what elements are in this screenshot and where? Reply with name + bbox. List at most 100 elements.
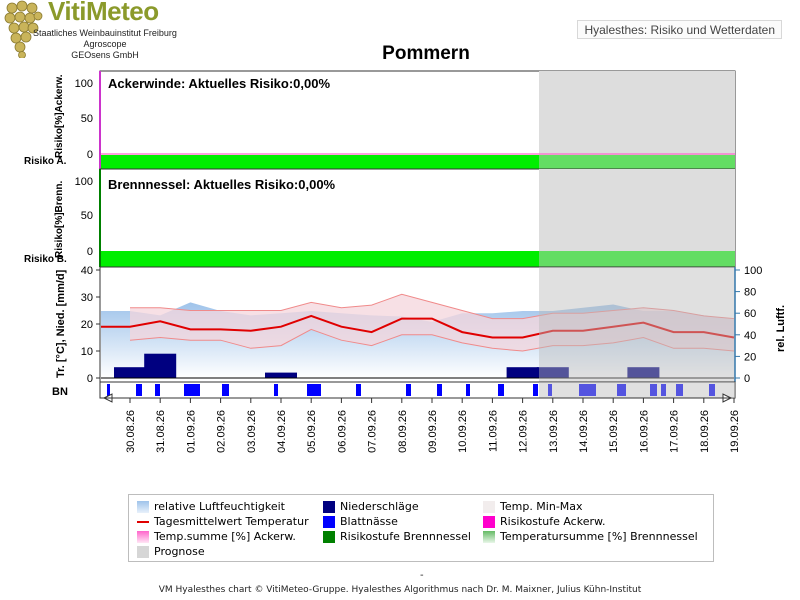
panel-ackerwinde-tick-100: 100: [75, 78, 93, 90]
x-tick-label: 09.09.26: [427, 410, 439, 453]
leafwet-bar: [709, 384, 715, 396]
x-tick-label: 19.09.26: [729, 410, 741, 453]
right-tick-label: 20: [744, 351, 756, 363]
leafwet-bar: [650, 384, 657, 396]
legend-swatch-risikostufe-ackerw: [483, 516, 495, 528]
x-tick-label: 05.09.26: [306, 410, 318, 453]
precip-bar: [627, 367, 660, 378]
x-tick-label: 15.09.26: [608, 410, 620, 453]
leafwet-bar: [533, 384, 538, 396]
panel-weather-prognose: [539, 267, 735, 382]
leafwet-bar: [676, 384, 683, 396]
leafwet-bar: [274, 384, 278, 396]
footer-text: VM Hyalesthes chart © VitiMeteo-Gruppe. …: [158, 585, 642, 595]
legend: relative Luftfeuchtigkeit Niederschläge …: [128, 494, 714, 562]
precip-bar: [265, 372, 297, 378]
left-tick-label: 10: [81, 346, 93, 358]
right-tick-label: 80: [744, 287, 756, 299]
x-tick-label: 03.09.26: [246, 410, 258, 453]
risk-bar-ackerwinde-forecast: [539, 155, 735, 169]
leafwet-bar: [548, 384, 552, 396]
x-tick-label: 11.09.26: [487, 410, 499, 452]
bn-row-prognose: [539, 382, 735, 398]
leafwet-bar: [466, 384, 470, 396]
x-tick-label: 10.09.26: [457, 410, 469, 453]
legend-swatch-niederschlaege: [323, 501, 335, 513]
x-tick-label: 30.08.26: [125, 410, 137, 453]
x-tick-label: 04.09.26: [276, 410, 288, 453]
logo-title: VitiMeteo: [48, 0, 159, 26]
legend-swatch-risikostufe-brenn: [323, 531, 335, 543]
right-tick-label: 40: [744, 330, 756, 342]
x-tick-label: 13.09.26: [548, 410, 560, 453]
panel-ackerwinde-title: Ackerwinde: Aktuelles Risiko:0,00%: [108, 76, 330, 91]
panel-ackerwinde-side-label: Risiko A.: [24, 156, 67, 167]
panel-ackerwinde-tick-0: 0: [87, 149, 93, 161]
leafwet-bar: [437, 384, 442, 396]
left-tick-label: 0: [87, 373, 93, 385]
legend-swatch-temp-minmax: [483, 501, 495, 513]
leafwet-bar: [617, 384, 626, 396]
weather-ylabel-right: rel. Luftf.: [775, 305, 787, 352]
legend-swatch-blattnaesse: [323, 516, 335, 528]
x-tick-label: 17.09.26: [669, 410, 681, 453]
temp-min-line: [129, 328, 735, 352]
legend-swatch-humidity: [137, 501, 149, 513]
leafwet-bar: [498, 384, 504, 396]
panel-ackerwinde-ylabel: Risiko[%]Ackerw.: [54, 74, 65, 158]
x-tick-label: 18.09.26: [699, 410, 711, 453]
leafwet-bar: [184, 384, 200, 396]
chart-title: Pommern: [382, 43, 470, 64]
logo-line-2: Agroscope: [83, 39, 127, 49]
x-tick-label: 31.08.26: [155, 410, 167, 453]
leafwet-bar: [406, 384, 411, 396]
precip-bar: [114, 367, 146, 378]
x-tick-label: 01.09.26: [185, 410, 197, 453]
logo-grapes: [2, 0, 44, 59]
panel-brennnessel-title: Brennnessel: Aktuelles Risiko:0,00%: [108, 177, 336, 192]
panel-ackerwinde-prognose: [539, 71, 735, 169]
panel-ackerwinde-tick-50: 50: [81, 113, 93, 125]
chart-canvas: Ackerwinde: Aktuelles Risiko:0,00% 100 5…: [24, 70, 787, 453]
weather-ylabel-left: Tr. [°C], Nied. [mm/d]: [55, 269, 67, 378]
x-tick-label: 08.09.26: [397, 410, 409, 453]
panel-brennnessel-tick-0: 0: [87, 246, 93, 258]
panel-brennnessel-prognose: [539, 169, 735, 267]
leafwet-bar: [356, 384, 361, 396]
panel-brennnessel-ylabel: Risiko[%]Brenn.: [54, 181, 65, 258]
left-tick-label: 20: [81, 319, 93, 331]
temp-max-line: [130, 293, 735, 320]
legend-swatch-prognose: [137, 546, 149, 558]
panel-brennnessel-side-label: Risiko B.: [24, 254, 67, 265]
leafwet-bar: [107, 384, 110, 396]
x-tick-label: 06.09.26: [336, 410, 348, 453]
right-tick-label: 0: [744, 373, 750, 385]
panel-brennnessel-tick-100: 100: [75, 176, 93, 188]
leafwet-bar: [661, 384, 666, 396]
header-box: Hyalesthes: Risiko und Wetterdaten: [577, 20, 782, 39]
leafwet-bar: [136, 384, 142, 396]
panel-brennnessel-tick-50: 50: [81, 210, 93, 222]
temp-mean-line: [101, 314, 735, 339]
logo-line-1: Staatliches Weinbauinstitut Freiburg: [33, 28, 177, 38]
right-tick-label: 60: [744, 308, 756, 320]
legend-swatch-tagesmittel: [137, 521, 149, 523]
x-tick-label: 12.09.26: [518, 410, 530, 453]
leafwet-bar: [579, 384, 596, 396]
risk-bar-ackerwinde: [100, 155, 539, 169]
x-tick-label: 02.09.26: [216, 410, 228, 453]
x-tick-label: 14.09.26: [578, 410, 590, 453]
risk-bar-brennnessel: [100, 251, 539, 267]
footer-dash: -: [420, 570, 424, 581]
legend-swatch-tempsumme-brenn: [483, 531, 495, 543]
x-tick-label: 16.09.26: [638, 410, 650, 453]
precip-bar: [144, 353, 177, 378]
right-tick-label: 100: [744, 265, 762, 277]
leafwet-bar: [155, 384, 160, 396]
left-tick-label: 40: [81, 265, 93, 277]
bn-label: BN: [52, 386, 68, 398]
precip-bar: [536, 367, 569, 378]
leafwet-bar: [307, 384, 321, 396]
temp-minmax-band: [130, 294, 734, 351]
x-tick-label: 07.09.26: [367, 410, 379, 453]
